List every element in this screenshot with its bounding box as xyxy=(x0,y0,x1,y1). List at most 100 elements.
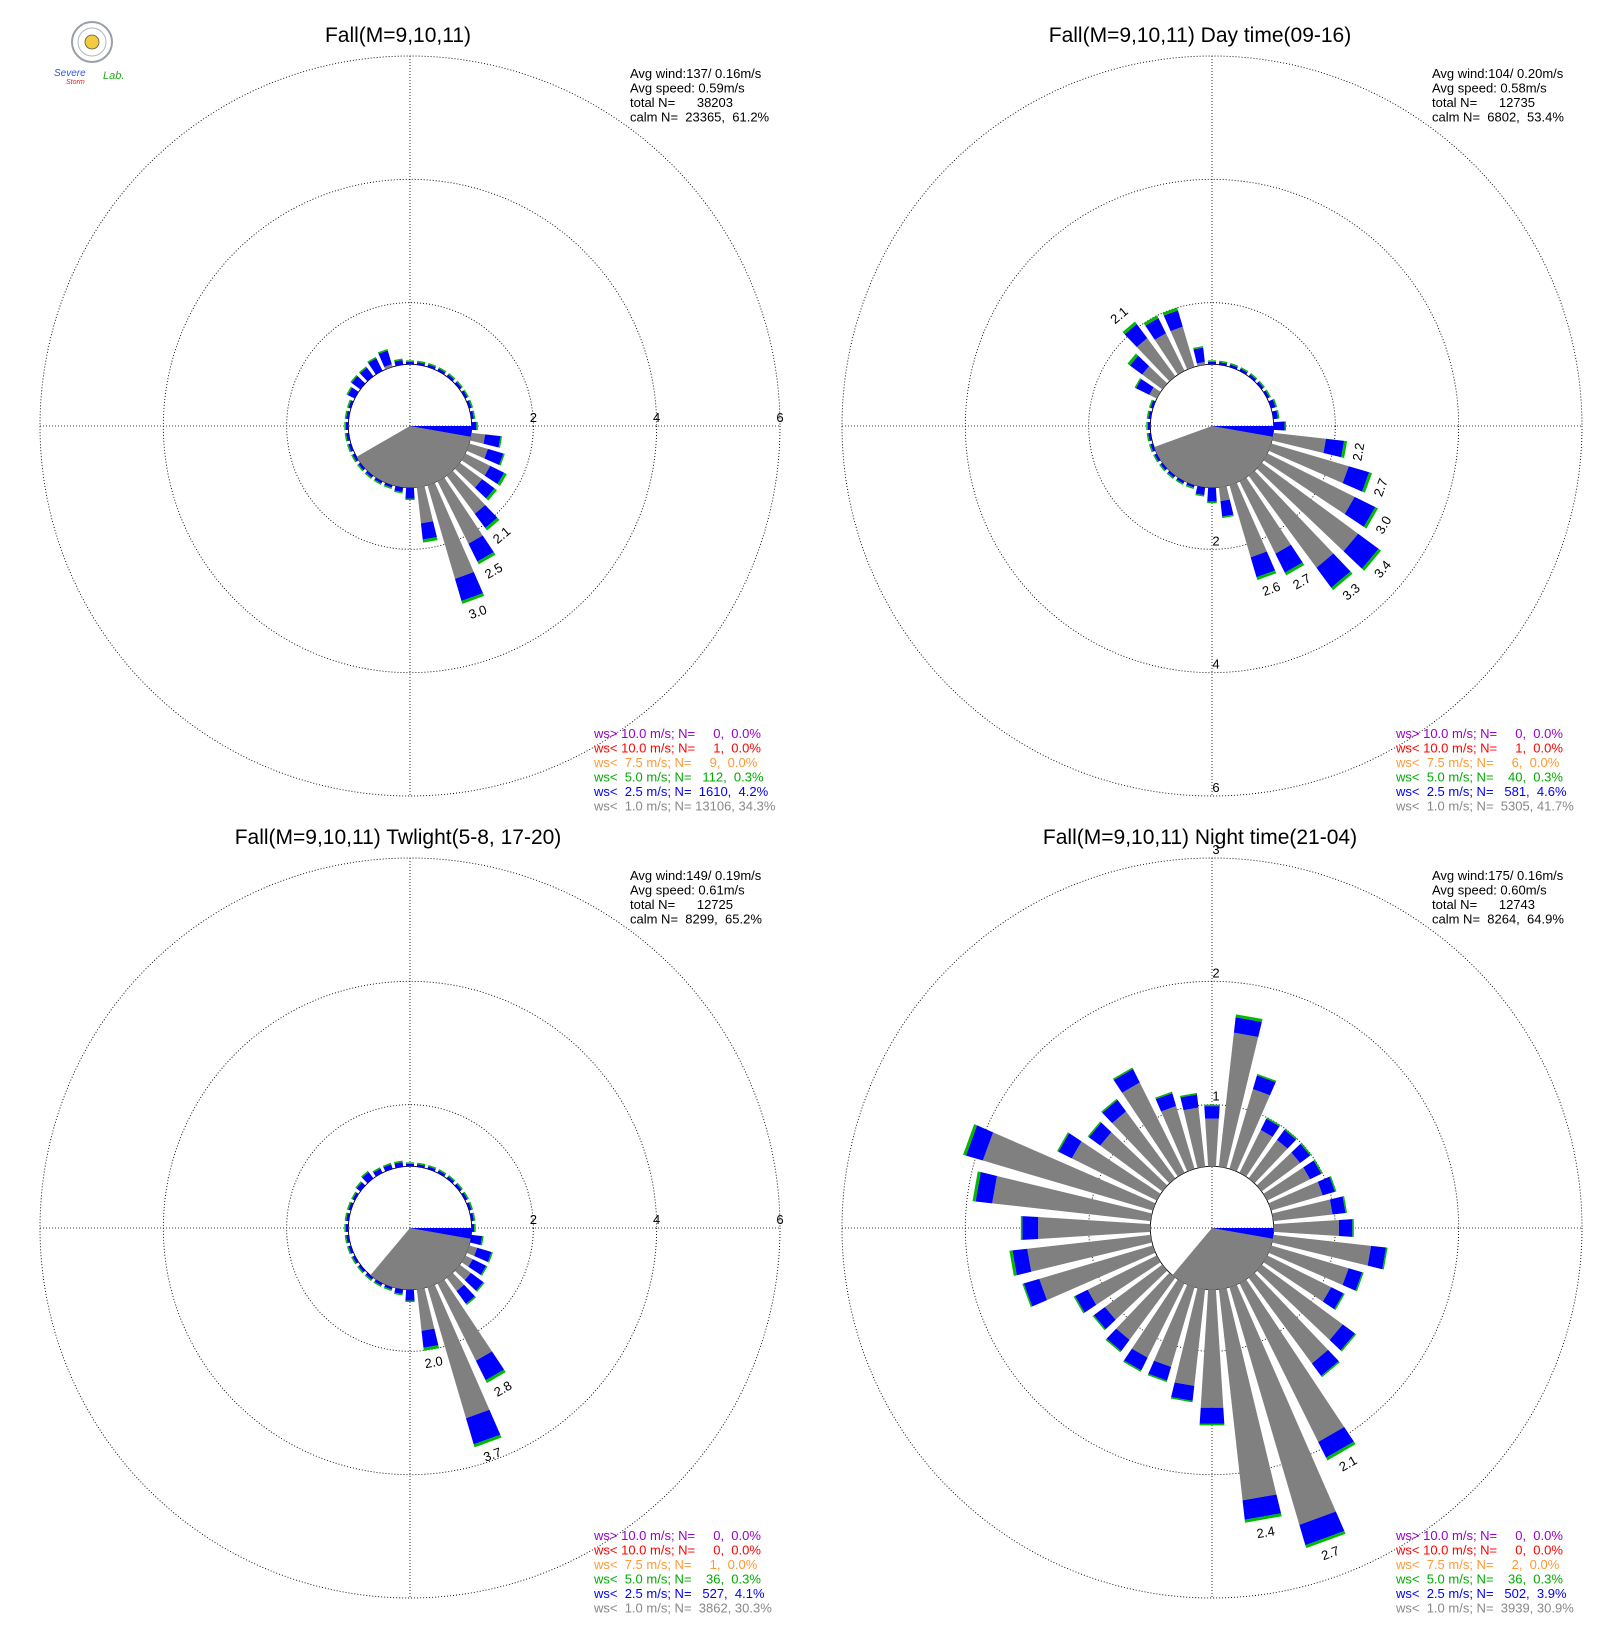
bar-mid-segment xyxy=(383,1286,392,1292)
wind-bar xyxy=(346,1201,354,1211)
stat-line: Avg speed: 0.61m/s xyxy=(630,883,745,898)
bar-mid-segment xyxy=(417,360,426,364)
bar-mid-segment xyxy=(346,1201,352,1210)
bar-mid-segment xyxy=(438,367,447,373)
bar-low-segment xyxy=(345,1223,349,1233)
bar-calm-segment xyxy=(1239,1129,1273,1177)
calm-sector-high xyxy=(410,426,472,437)
bar-low-segment xyxy=(1220,499,1234,517)
bar-mid-segment xyxy=(1207,360,1217,362)
bar-low-segment xyxy=(346,1234,350,1244)
wind-bar xyxy=(405,1289,415,1302)
legend-entry: ws< 5.0 m/s; N= 112, 0.3% xyxy=(593,770,764,785)
wind-bar xyxy=(351,453,359,463)
bar-low-segment xyxy=(1242,1494,1282,1520)
bar-value-label: 2.4 xyxy=(1255,1523,1275,1541)
bar-low-segment xyxy=(1248,374,1257,382)
bar-calm-segment xyxy=(1268,1245,1349,1286)
wind-bar xyxy=(454,1264,485,1292)
bar-calm-segment xyxy=(1136,338,1176,382)
bar-low-segment xyxy=(470,1212,474,1222)
bar-low-segment xyxy=(427,364,436,370)
bar-mid-segment xyxy=(468,399,474,408)
bar-calm-segment xyxy=(1161,1105,1195,1172)
bar-calm-segment xyxy=(1174,1288,1206,1386)
bar-mid-segment xyxy=(346,444,352,453)
wind-bar xyxy=(446,470,500,531)
bar-mid-segment xyxy=(1199,1423,1225,1426)
legend-entry: ws> 10.0 m/s; N= 0, 0.0% xyxy=(1395,1528,1563,1543)
bar-low-segment xyxy=(383,1164,393,1172)
bar-low-segment xyxy=(1311,1349,1339,1376)
bar-low-segment xyxy=(1113,1068,1140,1093)
wind-bar xyxy=(344,432,350,442)
bar-mid-segment xyxy=(1362,472,1373,493)
bar-mid-segment xyxy=(346,399,352,408)
panel-fall-twilight: 2.8 3.7 2.0 2 4 6 Fall(M=9,10,11) Twlight(5-8,… xyxy=(39,826,784,1616)
bar-mid-segment xyxy=(428,362,437,368)
bar-mid-segment xyxy=(1170,1397,1193,1403)
bar-calm-segment xyxy=(1154,1284,1195,1367)
bar-low-segment xyxy=(461,390,468,399)
calm-sector-high xyxy=(1212,426,1274,437)
bar-low-segment xyxy=(1303,1160,1322,1180)
bar-calm-segment xyxy=(384,364,393,370)
bar-mid-segment xyxy=(1240,367,1249,373)
bar-low-segment xyxy=(1167,470,1176,478)
bar-low-segment xyxy=(461,1192,468,1201)
wind-bar xyxy=(1218,360,1228,366)
legend-entry: ws< 1.0 m/s; N= 3939, 30.9% xyxy=(1395,1601,1574,1616)
bar-low-segment xyxy=(405,1163,415,1167)
bar-mid-segment xyxy=(498,436,503,448)
bar-mid-segment xyxy=(1146,410,1150,419)
bar-mid-segment xyxy=(1162,307,1178,316)
bar-mid-segment xyxy=(1147,1373,1168,1383)
bar-calm-segment xyxy=(1196,361,1206,366)
bar-calm-segment xyxy=(427,1284,490,1419)
wind-bar xyxy=(972,1171,1152,1222)
bar-mid-segment xyxy=(480,1265,488,1276)
bar-low-segment xyxy=(1023,1278,1047,1307)
bar-low-segment xyxy=(437,368,446,375)
bar-mid-segment xyxy=(476,1282,485,1292)
bar-mid-segment xyxy=(476,421,478,431)
bar-low-segment xyxy=(374,477,383,484)
bar-mid-segment xyxy=(357,1266,364,1274)
wind-bar xyxy=(1057,1132,1161,1201)
legend-entry: ws< 2.5 m/s; N= 527, 4.1% xyxy=(593,1586,765,1601)
bar-calm-segment xyxy=(1239,1279,1345,1442)
legend-entry: ws< 5.0 m/s; N= 40, 0.3% xyxy=(1395,770,1563,785)
bar-calm-segment xyxy=(1263,453,1355,515)
bar-low-segment xyxy=(359,367,374,382)
wind-bar xyxy=(470,410,476,420)
wind-bar xyxy=(1272,432,1348,458)
bar-low-segment xyxy=(1093,1306,1116,1330)
bar-mid-segment xyxy=(497,472,507,486)
bar-mid-segment xyxy=(364,472,372,479)
wind-bar xyxy=(461,389,469,399)
bar-mid-segment xyxy=(373,1281,382,1287)
bar-calm-segment xyxy=(1272,1199,1333,1222)
bar-mid-segment xyxy=(351,1256,357,1265)
bar-low-segment xyxy=(1150,443,1156,452)
wind-bar xyxy=(344,1223,349,1233)
wind-bar xyxy=(1263,389,1271,399)
lab-logo: Severe Storm Lab. xyxy=(54,21,124,86)
wind-bar xyxy=(1073,1255,1161,1314)
wind-bar xyxy=(427,482,485,604)
bar-mid-segment xyxy=(499,453,505,466)
wind-bar xyxy=(1239,367,1249,375)
bar-value-label: 2.2 xyxy=(1349,442,1367,462)
bar-low-segment xyxy=(1263,390,1270,399)
bar-mid-segment xyxy=(461,593,485,604)
ring-label: 4 xyxy=(653,1212,660,1227)
bar-mid-segment xyxy=(1009,1250,1017,1276)
bar-low-segment xyxy=(1154,453,1161,462)
bar-value-label: 2.1 xyxy=(1336,1452,1359,1474)
wind-bar xyxy=(1162,307,1195,370)
wind-bar xyxy=(1229,1284,1346,1549)
bar-mid-segment xyxy=(350,374,358,383)
bar-mid-segment xyxy=(1204,1104,1220,1107)
wind-bar xyxy=(405,1162,415,1167)
